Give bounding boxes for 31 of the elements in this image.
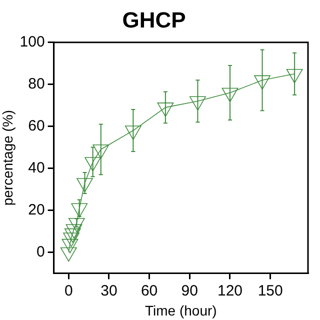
point (63, 232, 80, 247)
point (64, 228, 81, 243)
x-tick-label: 150 (258, 282, 283, 300)
point (222, 88, 238, 102)
point (68, 218, 85, 232)
point (66, 224, 82, 239)
y-tick-label: 0 (36, 243, 45, 260)
point (124, 126, 142, 140)
y-tick-label: 40 (28, 159, 45, 176)
point (84, 157, 102, 172)
x-tick-label: 120 (217, 282, 243, 300)
point (157, 102, 174, 117)
point (254, 75, 270, 90)
x-tick-label: 60 (140, 282, 158, 300)
point (62, 238, 78, 254)
x-tick-label: 0 (64, 282, 73, 300)
chart-title: GHCP (122, 7, 186, 32)
y-axis-title: percentage (%) (0, 110, 16, 206)
point (71, 203, 88, 218)
point (190, 96, 206, 111)
y-tick-label: 80 (28, 76, 45, 93)
y-tick-label: 60 (28, 117, 45, 134)
x-axis-title: Time (hour) (145, 302, 217, 318)
y-tick-label: 20 (28, 201, 45, 218)
point (286, 68, 303, 84)
point (92, 144, 110, 159)
x-tick-label: 30 (100, 282, 118, 300)
point (60, 247, 77, 262)
point (76, 178, 93, 192)
y-tick-label: 100 (20, 34, 45, 51)
x-tick-label: 90 (181, 282, 198, 300)
